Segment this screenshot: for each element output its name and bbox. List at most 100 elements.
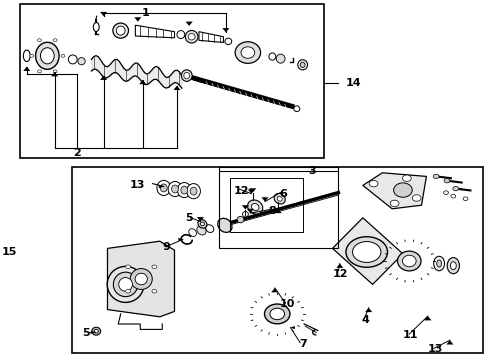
Text: 12: 12	[234, 186, 249, 196]
Text: 11: 11	[403, 330, 418, 340]
Circle shape	[30, 54, 34, 57]
Bar	[219, 171, 339, 248]
Polygon shape	[173, 86, 180, 90]
Polygon shape	[23, 67, 30, 71]
Ellipse shape	[451, 194, 456, 198]
Text: 12: 12	[333, 269, 348, 279]
Polygon shape	[424, 316, 431, 320]
Ellipse shape	[172, 185, 178, 193]
Text: 7: 7	[299, 339, 307, 349]
Ellipse shape	[269, 53, 276, 60]
Circle shape	[444, 179, 450, 183]
Polygon shape	[199, 32, 223, 42]
Ellipse shape	[251, 203, 259, 211]
Ellipse shape	[116, 26, 125, 35]
Polygon shape	[363, 173, 426, 209]
Circle shape	[125, 265, 130, 269]
Polygon shape	[197, 217, 204, 221]
Ellipse shape	[277, 196, 282, 201]
Circle shape	[453, 186, 459, 191]
Ellipse shape	[24, 50, 30, 62]
Ellipse shape	[107, 266, 144, 302]
Ellipse shape	[198, 220, 207, 228]
Ellipse shape	[36, 42, 59, 69]
Ellipse shape	[184, 72, 190, 79]
Text: 13: 13	[428, 344, 443, 354]
Ellipse shape	[265, 304, 290, 324]
Text: 1: 1	[141, 8, 149, 18]
Ellipse shape	[274, 193, 285, 204]
Polygon shape	[262, 197, 269, 202]
Ellipse shape	[130, 269, 152, 289]
Ellipse shape	[402, 255, 416, 267]
Polygon shape	[336, 264, 343, 268]
Polygon shape	[291, 326, 295, 329]
Circle shape	[125, 289, 130, 293]
Ellipse shape	[393, 183, 412, 197]
Circle shape	[402, 175, 411, 181]
Ellipse shape	[119, 278, 132, 291]
Ellipse shape	[450, 262, 456, 270]
Ellipse shape	[298, 60, 308, 70]
Circle shape	[369, 180, 378, 187]
Ellipse shape	[93, 23, 99, 32]
Polygon shape	[159, 185, 164, 188]
Text: 5: 5	[185, 213, 193, 223]
Ellipse shape	[346, 237, 388, 267]
Circle shape	[53, 39, 57, 42]
Circle shape	[53, 70, 57, 73]
Polygon shape	[446, 340, 453, 345]
Polygon shape	[249, 188, 256, 193]
Circle shape	[38, 39, 42, 42]
Ellipse shape	[300, 62, 305, 68]
Ellipse shape	[437, 260, 441, 267]
Text: 6: 6	[280, 189, 288, 199]
Text: 4: 4	[361, 315, 369, 325]
Polygon shape	[51, 72, 58, 76]
Circle shape	[433, 174, 439, 179]
Polygon shape	[91, 330, 95, 334]
Ellipse shape	[157, 180, 171, 195]
Ellipse shape	[177, 31, 185, 39]
Ellipse shape	[270, 308, 285, 320]
Ellipse shape	[135, 273, 147, 285]
Polygon shape	[271, 288, 278, 292]
Ellipse shape	[190, 187, 197, 195]
Bar	[72, 167, 483, 353]
Ellipse shape	[218, 218, 232, 233]
Ellipse shape	[160, 184, 167, 192]
Ellipse shape	[185, 31, 198, 43]
Ellipse shape	[113, 272, 138, 297]
Polygon shape	[275, 209, 282, 213]
Ellipse shape	[443, 191, 448, 194]
Text: 3: 3	[309, 166, 316, 176]
Text: 8: 8	[269, 206, 276, 216]
Ellipse shape	[447, 258, 460, 274]
Ellipse shape	[197, 226, 206, 235]
Polygon shape	[134, 17, 141, 22]
Ellipse shape	[237, 216, 244, 223]
Polygon shape	[222, 28, 229, 32]
Ellipse shape	[243, 212, 248, 217]
Circle shape	[152, 265, 157, 269]
Ellipse shape	[78, 58, 85, 65]
Ellipse shape	[177, 183, 191, 198]
Ellipse shape	[434, 256, 444, 271]
Ellipse shape	[397, 251, 421, 271]
Polygon shape	[107, 241, 174, 317]
Ellipse shape	[188, 33, 195, 40]
Ellipse shape	[352, 242, 381, 262]
Circle shape	[61, 54, 65, 57]
Polygon shape	[178, 238, 183, 241]
Text: 9: 9	[162, 242, 170, 252]
Circle shape	[38, 70, 42, 73]
Ellipse shape	[463, 197, 468, 201]
Circle shape	[412, 195, 421, 201]
Text: 13: 13	[130, 180, 146, 190]
Polygon shape	[365, 308, 372, 312]
Ellipse shape	[113, 23, 128, 38]
Text: 2: 2	[73, 148, 80, 158]
Polygon shape	[333, 218, 403, 284]
Ellipse shape	[68, 55, 77, 64]
Ellipse shape	[200, 222, 204, 226]
